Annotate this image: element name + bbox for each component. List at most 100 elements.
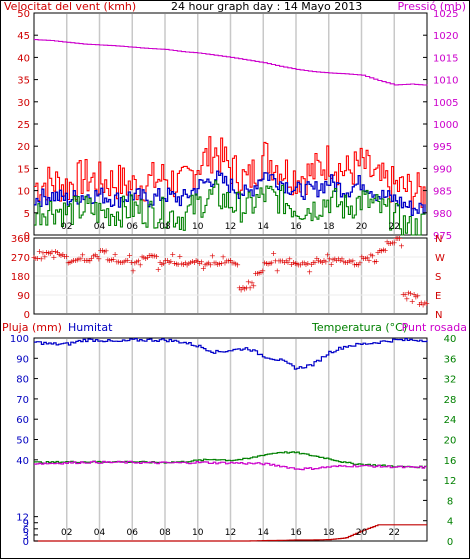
direction-point: + (34, 254, 41, 263)
direction-point: + (355, 261, 362, 270)
wind-y-tick-label: 10 (17, 187, 30, 198)
direction-point: + (141, 253, 148, 262)
x-tick-label: 12 (225, 528, 236, 538)
rain-humidity-y-tick-label: 6 (23, 525, 29, 536)
direction-point: + (207, 260, 214, 269)
direction-point: + (115, 257, 122, 266)
direction-point: + (285, 258, 292, 267)
direction-y-tick-label: 270 (11, 253, 30, 264)
compass-tick-label: S (435, 272, 441, 283)
direction-point: + (303, 260, 310, 269)
direction-point: + (94, 252, 101, 261)
direction-point: + (32, 254, 39, 263)
wind-y-tick-label: 35 (17, 76, 30, 87)
direction-point: + (321, 256, 328, 265)
direction-point: + (81, 256, 88, 265)
direction-y-tick-label: 0 (24, 310, 30, 321)
x-tick-label: 18 (323, 222, 335, 232)
direction-point: + (61, 252, 68, 261)
direction-point: + (213, 259, 220, 268)
direction-point: + (295, 260, 302, 269)
direction-point: + (104, 255, 111, 264)
direction-point: + (286, 255, 293, 264)
x-tick-label: 08 (159, 222, 171, 232)
direction-point: + (142, 254, 149, 263)
direction-point: + (112, 250, 119, 259)
x-tick-label: 22 (389, 528, 400, 538)
direction-point: + (101, 248, 108, 257)
direction-point: + (344, 258, 351, 267)
direction-point: + (351, 260, 358, 269)
direction-point: + (382, 246, 389, 255)
direction-point: + (414, 291, 421, 300)
direction-point: + (411, 290, 418, 299)
direction-point: + (268, 258, 275, 267)
x-tick-label: 18 (323, 528, 335, 538)
compass-tick-label: E (435, 291, 441, 302)
rain-title: Pluja (mm) (2, 321, 62, 334)
direction-point: + (31, 253, 38, 262)
direction-point: + (407, 289, 414, 298)
direction-point: + (160, 259, 167, 268)
direction-point: + (385, 239, 392, 248)
direction-point: + (117, 258, 124, 267)
direction-point: + (322, 257, 329, 266)
x-tick-label: 14 (258, 222, 270, 232)
humidity-series (34, 338, 428, 370)
direction-point: + (52, 247, 59, 256)
direction-point: + (121, 257, 128, 266)
direction-point: + (245, 277, 252, 286)
direction-point: + (198, 257, 205, 266)
direction-point: + (250, 281, 257, 290)
temperature-y-tick-label: 8 (447, 496, 453, 507)
direction-point: + (36, 247, 43, 256)
direction-point: + (292, 259, 299, 268)
pressure-y-tick-label: 1020 (433, 31, 458, 42)
direction-point: + (290, 258, 297, 267)
direction-point: + (304, 259, 311, 268)
direction-point: + (349, 256, 356, 265)
wind-speed-title: Velocitat del vent (kmh) (4, 0, 136, 13)
direction-point: + (247, 284, 254, 293)
direction-point: + (317, 257, 324, 266)
direction-point: + (270, 249, 277, 258)
direction-point: + (144, 253, 151, 262)
rain-humidity-y-tick-label: 40 (16, 456, 29, 467)
direction-point: + (416, 300, 423, 309)
x-tick-label: 22 (389, 222, 400, 232)
direction-point: + (315, 256, 322, 265)
direction-point: + (256, 269, 263, 278)
direction-point: + (171, 259, 178, 268)
direction-point: + (164, 256, 171, 265)
direction-point: + (398, 241, 405, 250)
direction-point: + (95, 255, 102, 264)
wind-y-tick-label: 40 (17, 53, 30, 64)
direction-point: + (324, 250, 331, 259)
direction-point: + (123, 256, 130, 265)
direction-point: + (157, 258, 164, 267)
wind-average-series (34, 170, 426, 216)
direction-point: + (288, 260, 295, 269)
direction-point: + (339, 254, 346, 263)
direction-point: + (353, 260, 360, 269)
direction-point: + (249, 278, 256, 287)
direction-point: + (214, 260, 221, 269)
direction-point: + (331, 255, 338, 264)
temperature-title: Temperatura (°C) (311, 321, 407, 334)
temperature-y-tick-label: 0 (447, 537, 453, 548)
direction-point: + (193, 256, 200, 265)
direction-point: + (124, 256, 131, 265)
rain-humidity-y-tick-label: 80 (16, 375, 29, 386)
rain-humidity-y-tick-label: 100 (10, 334, 29, 345)
direction-point: + (229, 258, 236, 267)
x-tick-label: 04 (94, 528, 106, 538)
direction-point: + (189, 257, 196, 266)
direction-point: + (301, 259, 308, 268)
direction-point: + (378, 247, 385, 256)
direction-point: + (83, 256, 90, 265)
direction-point: + (405, 288, 412, 297)
wind-y-tick-label: 50 (17, 9, 30, 20)
